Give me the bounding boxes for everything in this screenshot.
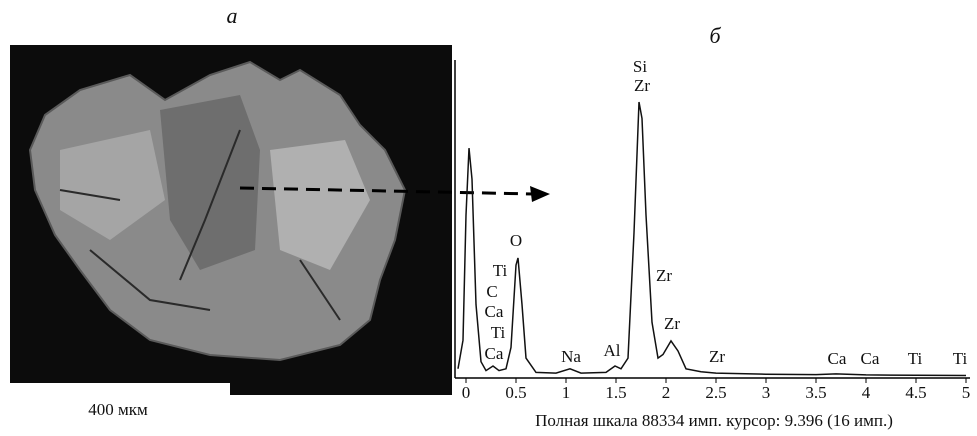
peak-label: Si: [633, 57, 647, 76]
x-tick-label: 1.5: [605, 383, 626, 402]
peak-label: Na: [561, 347, 581, 366]
footer: Полная шкала 88334 имп. курсор: 9.396 (1…: [535, 411, 893, 430]
scale-label: 400 мкм: [88, 400, 148, 419]
x-tick-label: 5: [962, 383, 971, 402]
peak-label: Zr: [709, 347, 725, 366]
panel-label: б: [709, 23, 721, 48]
peak-label: Al: [604, 341, 621, 360]
peak-label: Ti: [908, 349, 923, 368]
x-tick-label: 4: [862, 383, 871, 402]
peak-label: Ti: [493, 261, 508, 280]
x-tick-label: 2.5: [705, 383, 726, 402]
arrow-head: [530, 186, 550, 202]
x-tick-label: 0: [462, 383, 471, 402]
x-tick-label: 2: [662, 383, 671, 402]
x-tick-label: 3: [762, 383, 771, 402]
peak-label: Zr: [634, 76, 650, 95]
peak-label: Ti: [491, 323, 506, 342]
peak-label: Ca: [485, 344, 504, 363]
panel-label: а: [227, 3, 238, 28]
spectrum-line: [458, 102, 966, 376]
peak-label: C: [486, 282, 497, 301]
x-tick-label: 4.5: [905, 383, 926, 402]
figure: а б 400 мкм Полная шкала 88334 имп. курс…: [0, 0, 977, 436]
peak-label: Zr: [656, 266, 672, 285]
peak-label: Ca: [485, 302, 504, 321]
x-tick-label: 1: [562, 383, 571, 402]
peak-label: Ca: [828, 349, 847, 368]
peak-label: Zr: [664, 314, 680, 333]
peak-label: O: [510, 231, 522, 250]
sem-image: 400 мкм: [10, 45, 452, 436]
x-tick-label: 3.5: [805, 383, 826, 402]
peak-label: Ti: [953, 349, 968, 368]
x-tick-label: 0.5: [505, 383, 526, 402]
peak-label: Ca: [861, 349, 880, 368]
